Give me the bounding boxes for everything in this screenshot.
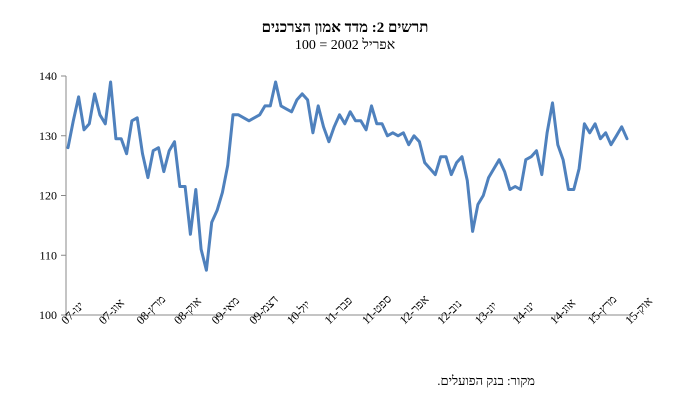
x-tick-label: נוב-12 [434, 297, 464, 327]
y-tick-label: 130 [39, 129, 57, 143]
x-tick-label: יול-10 [284, 298, 314, 328]
x-tick-label: פבר-11 [321, 294, 355, 328]
series-line [66, 80, 629, 272]
x-tick-label: ינו-07 [58, 299, 86, 327]
source-note: מקור: בנק הפועלים. [437, 373, 535, 388]
x-tick-label: אוק-08 [171, 294, 204, 327]
x-tick-label: מרץ-08 [133, 292, 168, 327]
x-tick-label: דצמ-09 [246, 292, 281, 327]
x-tick-label: אפר-12 [397, 292, 432, 327]
y-tick-label: 140 [39, 69, 57, 83]
x-tick-label: מאי-09 [209, 294, 243, 328]
y-tick-label: 100 [39, 308, 57, 322]
x-tick-label: ספט-11 [359, 292, 394, 327]
chart-subtitle: אפריל 2002 = 100 [294, 38, 396, 53]
y-tick-label: 120 [39, 189, 57, 203]
x-tick-label: ינו-14 [509, 299, 537, 327]
chart-title: תרשים 2: מדד אמון הצרכנים [261, 20, 429, 36]
x-tick-label: מרץ-15 [585, 292, 620, 327]
x-tick-label: יונ-13 [472, 299, 500, 327]
y-tick-label: 110 [39, 248, 57, 262]
x-tick-label: אוג-07 [96, 296, 127, 327]
x-tick-label: אוג-14 [547, 296, 578, 327]
x-tick-label: אוק-15 [622, 294, 655, 327]
